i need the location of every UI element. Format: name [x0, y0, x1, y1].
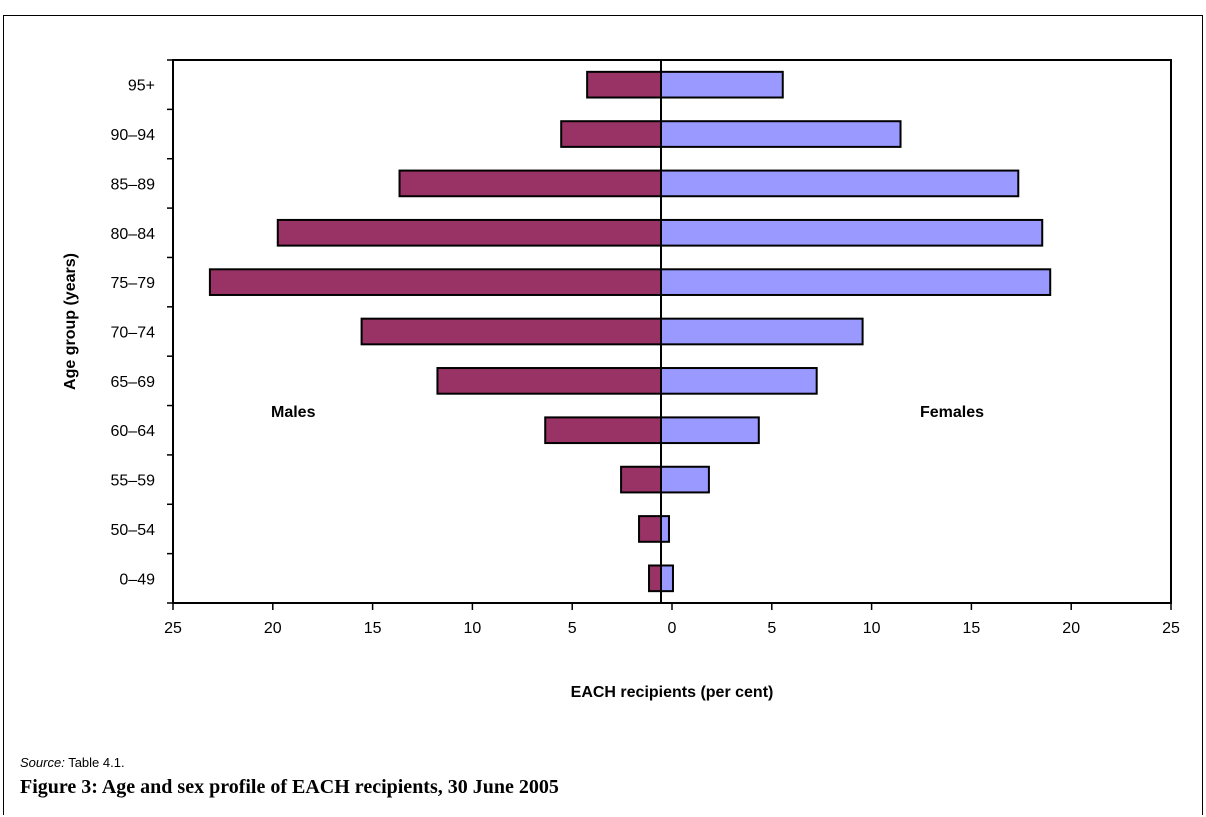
y-tick-label: 90–94	[111, 127, 156, 144]
x-tick-label: 10	[863, 620, 881, 637]
x-tick-label: 5	[767, 620, 776, 637]
bar-males	[638, 515, 663, 543]
source-note: Source: Table 4.1.	[20, 755, 125, 770]
y-axis-tick-labels: 0–49 50–54 55–59 60–64 65–69 70–74 75–79 80–84 8…	[111, 78, 156, 589]
y-tick-label: 80–84	[111, 226, 156, 243]
bar-males	[544, 416, 662, 445]
bar-males	[648, 564, 662, 593]
bar-females	[660, 564, 674, 593]
source-text: Table 4.1.	[64, 755, 125, 770]
figure-caption: Figure 3: Age and sex profile of EACH re…	[20, 776, 559, 798]
series-label-males: Males	[271, 404, 316, 421]
bar-females	[660, 218, 1044, 247]
x-axis-title: EACH recipients (per cent)	[571, 684, 774, 701]
source-label: Source:	[20, 755, 65, 770]
y-tick-label: 50–54	[111, 522, 156, 539]
bar-males	[398, 169, 662, 198]
x-tick-label: 25	[164, 620, 182, 637]
x-tick-label: 5	[568, 620, 577, 637]
bar-females	[660, 317, 864, 346]
bar-males	[208, 268, 663, 296]
x-tick-label: 15	[364, 620, 382, 637]
figure-frame	[3, 15, 1203, 815]
y-tick-label: 70–74	[111, 325, 156, 342]
y-tick-label: 65–69	[111, 374, 156, 391]
bar-males	[560, 120, 663, 148]
x-tick-label: 0	[668, 620, 677, 637]
series-label-females: Females	[920, 404, 984, 421]
y-tick-label: 95+	[128, 78, 155, 95]
bar-males	[276, 218, 662, 247]
bar-males	[436, 367, 662, 395]
bar-females	[660, 515, 670, 543]
bar-females	[660, 70, 784, 99]
x-tick-label: 25	[1162, 620, 1180, 637]
y-tick-label: 85–89	[111, 176, 156, 193]
x-tick-label: 15	[963, 620, 981, 637]
y-tick-label: 60–64	[111, 423, 156, 440]
bar-males	[360, 317, 662, 346]
x-tick-label: 20	[264, 620, 282, 637]
bar-males	[620, 465, 663, 494]
x-tick-label: 10	[464, 620, 482, 637]
y-tick-label: 55–59	[111, 473, 156, 490]
bar-females	[660, 268, 1052, 296]
bar-females	[660, 465, 710, 494]
bar-females	[660, 367, 818, 395]
pyramid-chart: 25 20 15 10 5 0 5 10 15 20 25 0–49 50–54 55–59 60–64 6…	[62, 59, 1180, 701]
y-axis-ticks	[167, 59, 173, 604]
x-axis-ticks	[172, 603, 1172, 610]
bar-females	[660, 169, 1020, 198]
y-axis-title: Age group (years)	[62, 253, 79, 390]
y-tick-label: 0–49	[119, 571, 155, 588]
y-tick-label: 75–79	[111, 275, 156, 292]
bar-females	[660, 416, 760, 445]
x-axis-tick-labels: 25 20 15 10 5 0 5 10 15 20 25	[164, 620, 1180, 637]
bar-females	[660, 120, 902, 148]
x-tick-label: 20	[1062, 620, 1080, 637]
bar-males	[586, 70, 663, 99]
